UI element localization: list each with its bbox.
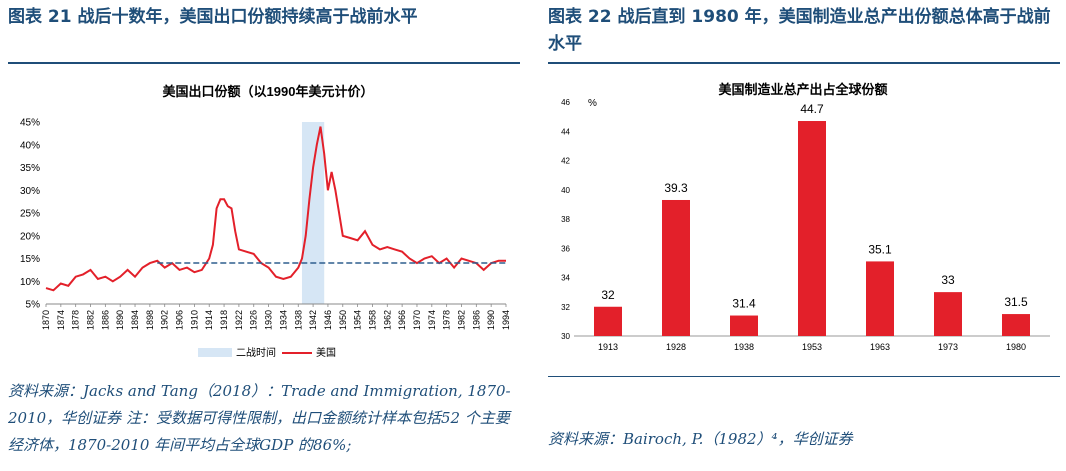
right-title-rule [548, 62, 1060, 64]
x-tick-label: 1874 [56, 310, 66, 330]
x-tick-label: 1982 [456, 310, 466, 330]
x-tick-label: 1990 [486, 310, 496, 330]
left-source-note: 资料来源：Jacks and Tang（2018）：Trade and Immi… [8, 382, 511, 454]
x-tick-label: 1878 [71, 310, 81, 330]
x-tick-label: 1978 [442, 310, 452, 330]
bar [1002, 314, 1030, 336]
bar [594, 306, 622, 336]
bar [662, 199, 690, 336]
x-tick-label: 1930 [264, 310, 274, 330]
x-tick-label: 1886 [100, 310, 110, 330]
x-tick-label: 1954 [353, 310, 363, 330]
bar [798, 121, 826, 336]
x-tick-label: 1962 [382, 310, 392, 330]
y-tick-label: 34 [561, 274, 570, 283]
x-tick-label: 1938 [293, 310, 303, 330]
x-tick-label: 1980 [1006, 342, 1026, 352]
y-tick-label: 25% [20, 209, 40, 220]
y-tick-label: 40% [20, 140, 40, 151]
bar-value-label: 31.4 [732, 297, 756, 311]
x-tick-label: 1870 [41, 310, 51, 330]
x-tick-label: 1973 [938, 342, 958, 352]
x-tick-label: 1894 [130, 310, 140, 330]
x-tick-label: 1922 [234, 310, 244, 330]
x-tick-label: 1914 [204, 310, 214, 330]
y-tick-label: 42 [561, 157, 570, 166]
left-figure-title: 图表 21 战后十数年，美国出口份额持续高于战前水平 [8, 7, 418, 27]
x-tick-label: 1942 [308, 310, 318, 330]
y-tick-label: 5% [26, 300, 41, 311]
chart-title: 美国出口份额（以1990年美元计价） [163, 84, 374, 99]
y-tick-label: 44 [561, 127, 570, 136]
x-tick-label: 1890 [115, 310, 125, 330]
x-tick-label: 1946 [323, 310, 333, 330]
bar-value-label: 44.7 [800, 102, 824, 116]
manufacturing-share-bar-chart: 美国制造业总产出占全球份额 % 30 32 34 36 38 40 42 44 46 32 39.… [561, 82, 1050, 352]
wwii-shaded-region [301, 122, 325, 304]
chart-title: 美国制造业总产出占全球份额 [718, 82, 887, 97]
x-tick-label: 1994 [501, 310, 511, 330]
x-tick-label: 1974 [427, 310, 437, 330]
legend-label-wwii: 二战时间 [236, 346, 276, 359]
x-tick-label: 1902 [160, 310, 170, 330]
x-tick-label: 1906 [175, 310, 185, 330]
bar [934, 292, 962, 336]
x-tick-label: 1958 [367, 310, 377, 330]
right-figure-title: 图表 22 战后直到 1980 年，美国制造业总产出份额总体高于战前水平 [548, 7, 1051, 54]
right-source-note: 资料来源：Bairoch, P.（1982）⁴，华创证券 [548, 430, 853, 448]
x-tick-label: 1918 [219, 310, 229, 330]
x-tick-label: 1898 [145, 310, 155, 330]
y-tick-label: 20% [20, 231, 40, 242]
export-share-line-chart: 美国出口份额（以1990年美元计价） 5% 10% 15% 20% 25% 30% 35% 4… [20, 84, 511, 359]
y-tick-label: 46 [561, 98, 570, 107]
x-tick-label: 1966 [397, 310, 407, 330]
x-tick-label: 1926 [249, 310, 259, 330]
right-bottom-rule [548, 376, 1060, 377]
bar-value-label: 31.5 [1004, 295, 1028, 309]
bar-value-label: 33 [941, 273, 955, 287]
bar [866, 261, 894, 336]
y-tick-label: 40 [561, 186, 570, 195]
us-export-share-line [45, 126, 506, 292]
y-tick-label: 36 [561, 244, 570, 253]
legend-label-us: 美国 [316, 346, 336, 359]
y-tick-label: 10% [20, 277, 40, 288]
bar-value-label: 35.1 [868, 242, 892, 256]
bar-value-label: 32 [601, 288, 615, 302]
y-tick-label: 32 [561, 303, 570, 312]
x-tick-label: 1986 [471, 310, 481, 330]
x-tick-label: 1970 [412, 310, 422, 330]
x-tick-label: 1882 [86, 310, 96, 330]
y-tick-label: 35% [20, 163, 40, 174]
y-tick-label: 30% [20, 186, 40, 197]
x-tick-label: 1934 [278, 310, 288, 330]
bar-value-label: 39.3 [664, 181, 688, 195]
x-tick-label: 1928 [666, 342, 686, 352]
x-tick-label: 1910 [189, 310, 199, 330]
y-tick-label: 38 [561, 215, 570, 224]
bar [730, 315, 758, 336]
x-tick-label: 1953 [802, 342, 822, 352]
x-tick-label: 1913 [598, 342, 618, 352]
y-axis-unit: % [588, 98, 597, 109]
left-title-rule [8, 62, 520, 64]
y-tick-label: 45% [20, 118, 40, 129]
y-tick-label: 15% [20, 254, 40, 265]
x-tick-label: 1938 [734, 342, 754, 352]
x-tick-label: 1963 [870, 342, 890, 352]
legend-swatch-wwii [198, 348, 232, 357]
x-tick-label: 1950 [338, 310, 348, 330]
y-tick-label: 30 [561, 332, 570, 341]
